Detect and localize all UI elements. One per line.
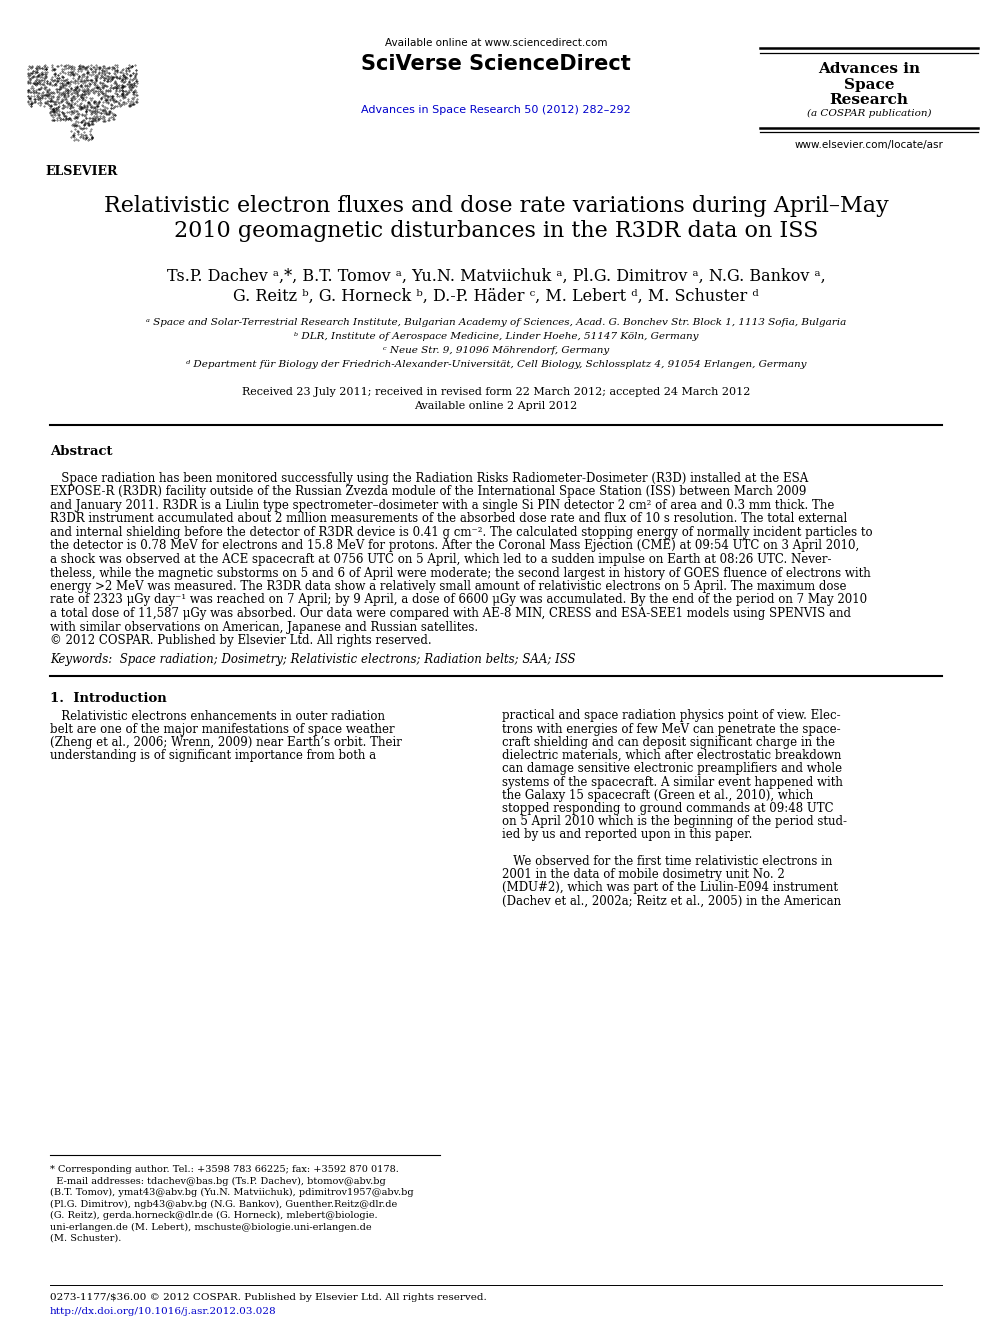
- Text: and internal shielding before the detector of R3DR device is 0.41 g cm⁻². The ca: and internal shielding before the detect…: [50, 527, 873, 538]
- Text: © 2012 COSPAR. Published by Elsevier Ltd. All rights reserved.: © 2012 COSPAR. Published by Elsevier Ltd…: [50, 634, 432, 647]
- Text: stopped responding to ground commands at 09:48 UTC: stopped responding to ground commands at…: [502, 802, 833, 815]
- Text: can damage sensitive electronic preamplifiers and whole: can damage sensitive electronic preampli…: [502, 762, 842, 775]
- Text: rate of 2323 μGy day⁻¹ was reached on 7 April; by 9 April, a dose of 6600 μGy wa: rate of 2323 μGy day⁻¹ was reached on 7 …: [50, 594, 867, 606]
- Text: with similar observations on American, Japanese and Russian satellites.: with similar observations on American, J…: [50, 620, 478, 634]
- Text: www.elsevier.com/locate/asr: www.elsevier.com/locate/asr: [795, 140, 943, 149]
- Text: and January 2011. R3DR is a Liulin type spectrometer–dosimeter with a single Si : and January 2011. R3DR is a Liulin type …: [50, 499, 834, 512]
- Text: ᶜ Neue Str. 9, 91096 Möhrendorf, Germany: ᶜ Neue Str. 9, 91096 Möhrendorf, Germany: [383, 347, 609, 355]
- Text: (Dachev et al., 2002a; Reitz et al., 2005) in the American: (Dachev et al., 2002a; Reitz et al., 200…: [502, 894, 841, 908]
- Text: ied by us and reported upon in this paper.: ied by us and reported upon in this pape…: [502, 828, 752, 841]
- Text: 0273-1177/$36.00 © 2012 COSPAR. Published by Elsevier Ltd. All rights reserved.: 0273-1177/$36.00 © 2012 COSPAR. Publishe…: [50, 1293, 487, 1302]
- Text: ᵇ DLR, Institute of Aerospace Medicine, Linder Hoehe, 51147 Köln, Germany: ᵇ DLR, Institute of Aerospace Medicine, …: [294, 332, 698, 341]
- Text: Available online at www.sciencedirect.com: Available online at www.sciencedirect.co…: [385, 38, 607, 48]
- Text: on 5 April 2010 which is the beginning of the period stud-: on 5 April 2010 which is the beginning o…: [502, 815, 847, 828]
- Text: (G. Reitz), gerda.horneck@dlr.de (G. Horneck), mlebert@biologie.: (G. Reitz), gerda.horneck@dlr.de (G. Hor…: [50, 1211, 378, 1220]
- Text: (a COSPAR publication): (a COSPAR publication): [806, 108, 931, 118]
- Text: Ts.P. Dachev ᵃ,*, B.T. Tomov ᵃ, Yu.N. Matviichuk ᵃ, Pl.G. Dimitrov ᵃ, N.G. Banko: Ts.P. Dachev ᵃ,*, B.T. Tomov ᵃ, Yu.N. Ma…: [167, 269, 825, 284]
- Text: practical and space radiation physics point of view. Elec-: practical and space radiation physics po…: [502, 709, 840, 722]
- Text: We observed for the first time relativistic electrons in: We observed for the first time relativis…: [502, 855, 832, 868]
- Text: Keywords:  Space radiation; Dosimetry; Relativistic electrons; Radiation belts; : Keywords: Space radiation; Dosimetry; Re…: [50, 654, 575, 667]
- Text: EXPOSE-R (R3DR) facility outside of the Russian Zvezda module of the Internation: EXPOSE-R (R3DR) facility outside of the …: [50, 486, 806, 499]
- Text: the detector is 0.78 MeV for electrons and 15.8 MeV for protons. After the Coron: the detector is 0.78 MeV for electrons a…: [50, 540, 859, 553]
- Text: (Zheng et al., 2006; Wrenn, 2009) near Earth’s orbit. Their: (Zheng et al., 2006; Wrenn, 2009) near E…: [50, 736, 402, 749]
- Text: Relativistic electron fluxes and dose rate variations during April–May: Relativistic electron fluxes and dose ra…: [103, 194, 889, 217]
- Text: 2001 in the data of mobile dosimetry unit No. 2: 2001 in the data of mobile dosimetry uni…: [502, 868, 785, 881]
- Text: craft shielding and can deposit significant charge in the: craft shielding and can deposit signific…: [502, 736, 835, 749]
- Text: Space radiation has been monitored successfully using the Radiation Risks Radiom: Space radiation has been monitored succe…: [50, 472, 808, 486]
- Text: E-mail addresses: tdachev@bas.bg (Ts.P. Dachev), btomov@abv.bg: E-mail addresses: tdachev@bas.bg (Ts.P. …: [50, 1176, 386, 1185]
- Text: ᵃ Space and Solar-Terrestrial Research Institute, Bulgarian Academy of Sciences,: ᵃ Space and Solar-Terrestrial Research I…: [146, 318, 846, 327]
- Text: 2010 geomagnetic disturbances in the R3DR data on ISS: 2010 geomagnetic disturbances in the R3D…: [174, 220, 818, 242]
- Text: R3DR instrument accumulated about 2 million measurements of the absorbed dose ra: R3DR instrument accumulated about 2 mill…: [50, 512, 847, 525]
- Text: a total dose of 11,587 μGy was absorbed. Our data were compared with AE-8 MIN, C: a total dose of 11,587 μGy was absorbed.…: [50, 607, 851, 620]
- Text: SciVerse ScienceDirect: SciVerse ScienceDirect: [361, 54, 631, 74]
- Text: Research: Research: [829, 93, 909, 107]
- Text: understanding is of significant importance from both a: understanding is of significant importan…: [50, 749, 376, 762]
- Text: trons with energies of few MeV can penetrate the space-: trons with energies of few MeV can penet…: [502, 722, 840, 736]
- Text: Relativistic electrons enhancements in outer radiation: Relativistic electrons enhancements in o…: [50, 709, 385, 722]
- Text: belt are one of the major manifestations of space weather: belt are one of the major manifestations…: [50, 722, 395, 736]
- Text: Advances in: Advances in: [818, 62, 920, 75]
- Text: Received 23 July 2011; received in revised form 22 March 2012; accepted 24 March: Received 23 July 2011; received in revis…: [242, 388, 750, 397]
- Text: dielectric materials, which after electrostatic breakdown: dielectric materials, which after electr…: [502, 749, 841, 762]
- Text: ᵈ Department für Biology der Friedrich-Alexander-Universität, Cell Biology, Schl: ᵈ Department für Biology der Friedrich-A…: [186, 360, 806, 369]
- Text: Space: Space: [844, 78, 894, 93]
- Text: the Galaxy 15 spacecraft (Green et al., 2010), which: the Galaxy 15 spacecraft (Green et al., …: [502, 789, 813, 802]
- Text: Available online 2 April 2012: Available online 2 April 2012: [415, 401, 577, 411]
- Text: theless, while the magnetic substorms on 5 and 6 of April were moderate; the sec: theless, while the magnetic substorms on…: [50, 566, 871, 579]
- Text: uni-erlangen.de (M. Lebert), mschuste@biologie.uni-erlangen.de: uni-erlangen.de (M. Lebert), mschuste@bi…: [50, 1222, 372, 1232]
- Text: (Pl.G. Dimitrov), ngb43@abv.bg (N.G. Bankov), Guenther.Reitz@dlr.de: (Pl.G. Dimitrov), ngb43@abv.bg (N.G. Ban…: [50, 1200, 397, 1209]
- Text: (M. Schuster).: (M. Schuster).: [50, 1234, 121, 1244]
- Text: systems of the spacecraft. A similar event happened with: systems of the spacecraft. A similar eve…: [502, 775, 843, 789]
- Text: a shock was observed at the ACE spacecraft at 0756 UTC on 5 April, which led to : a shock was observed at the ACE spacecra…: [50, 553, 831, 566]
- Text: (B.T. Tomov), ymat43@abv.bg (Yu.N. Matviichuk), pdimitrov1957@abv.bg: (B.T. Tomov), ymat43@abv.bg (Yu.N. Matvi…: [50, 1188, 414, 1197]
- Text: energy >2 MeV was measured. The R3DR data show a relatively small amount of rela: energy >2 MeV was measured. The R3DR dat…: [50, 579, 846, 593]
- Text: http://dx.doi.org/10.1016/j.asr.2012.03.028: http://dx.doi.org/10.1016/j.asr.2012.03.…: [50, 1307, 277, 1316]
- Text: Advances in Space Research 50 (2012) 282–292: Advances in Space Research 50 (2012) 282…: [361, 105, 631, 115]
- Text: (MDU#2), which was part of the Liulin-E094 instrument: (MDU#2), which was part of the Liulin-E0…: [502, 881, 838, 894]
- Text: Abstract: Abstract: [50, 445, 112, 458]
- Text: G. Reitz ᵇ, G. Horneck ᵇ, D.-P. Häder ᶜ, M. Lebert ᵈ, M. Schuster ᵈ: G. Reitz ᵇ, G. Horneck ᵇ, D.-P. Häder ᶜ,…: [233, 288, 759, 306]
- Text: ELSEVIER: ELSEVIER: [46, 165, 118, 179]
- Text: 1.  Introduction: 1. Introduction: [50, 692, 167, 705]
- Text: * Corresponding author. Tel.: +3598 783 66225; fax: +3592 870 0178.: * Corresponding author. Tel.: +3598 783 …: [50, 1166, 399, 1174]
